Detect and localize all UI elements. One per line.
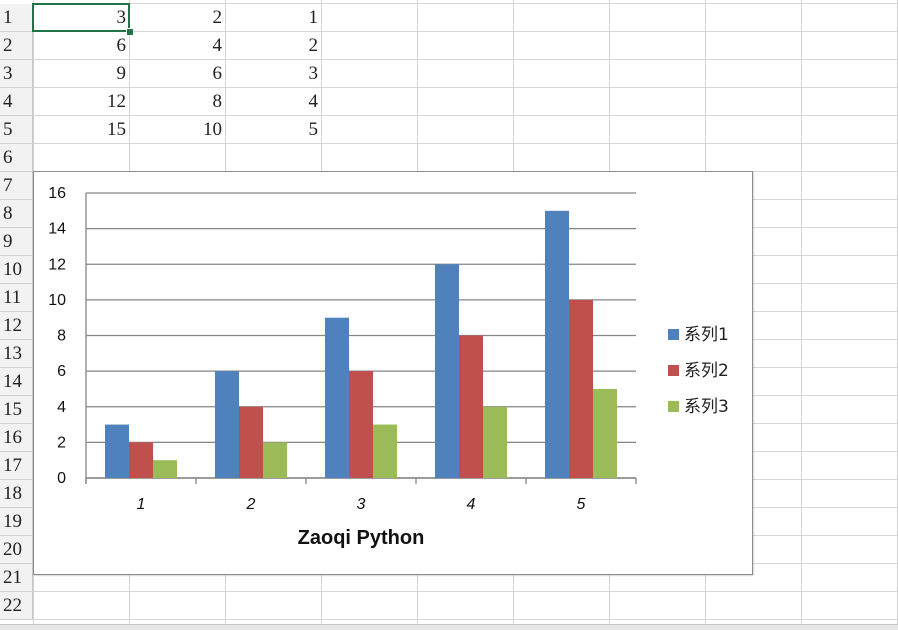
row-gridline <box>33 619 898 620</box>
row-header[interactable]: 13 <box>0 340 33 368</box>
bar-系列3-1 <box>153 460 177 478</box>
row-header[interactable]: 16 <box>0 424 33 452</box>
cell-value[interactable]: 1 <box>308 7 319 28</box>
x-tick-label: 5 <box>577 496 586 513</box>
cell-value[interactable]: 2 <box>212 7 223 28</box>
bar-系列3-3 <box>373 424 397 478</box>
cell-value[interactable]: 8 <box>212 91 223 112</box>
row-header[interactable]: 4 <box>0 88 33 116</box>
cell-value[interactable]: 4 <box>212 35 223 56</box>
y-tick-label: 2 <box>57 434 66 451</box>
row-header[interactable]: 10 <box>0 256 33 284</box>
row-gridline <box>33 143 898 144</box>
row-header[interactable]: 21 <box>0 564 33 592</box>
row-gridline <box>33 87 898 88</box>
bar-系列3-5 <box>593 388 617 478</box>
legend-swatch <box>668 329 679 340</box>
row-header[interactable]: 15 <box>0 396 33 424</box>
bar-系列3-2 <box>263 442 287 478</box>
row-header[interactable]: 3 <box>0 60 33 88</box>
bar-系列1-1 <box>105 424 129 478</box>
legend-label: 系列2 <box>684 361 729 381</box>
row-header[interactable]: 22 <box>0 592 33 620</box>
cell-value[interactable]: 5 <box>308 119 319 140</box>
bar-系列2-4 <box>459 335 483 478</box>
row-gridline <box>33 115 898 116</box>
cell-value[interactable]: 3 <box>116 7 127 28</box>
row-header[interactable]: 18 <box>0 480 33 508</box>
x-tick-label: 3 <box>357 496 366 513</box>
bar-系列2-5 <box>569 299 593 478</box>
fill-handle[interactable] <box>126 28 134 36</box>
bar-系列3-4 <box>483 406 507 478</box>
row-header[interactable]: 11 <box>0 284 33 312</box>
x-tick-label: 2 <box>246 496 256 513</box>
cell-value[interactable]: 2 <box>308 35 319 56</box>
y-tick-label: 14 <box>48 221 66 238</box>
bar-系列2-1 <box>129 442 153 478</box>
x-axis-title: Zaoqi Python <box>298 527 425 549</box>
row-header[interactable]: 1 <box>0 4 33 32</box>
column-gridline <box>801 0 802 629</box>
y-tick-label: 10 <box>48 292 66 309</box>
bar-系列1-2 <box>215 371 239 478</box>
y-tick-label: 12 <box>48 256 66 273</box>
row-header[interactable]: 2 <box>0 32 33 60</box>
row-header[interactable]: 14 <box>0 368 33 396</box>
row-header[interactable]: 5 <box>0 116 33 144</box>
cell-value[interactable]: 4 <box>308 91 319 112</box>
sheet-tab-bar <box>0 624 898 630</box>
y-tick-label: 8 <box>57 328 66 345</box>
legend-label: 系列3 <box>684 397 729 417</box>
row-gridline <box>33 59 898 60</box>
x-tick-label: 4 <box>467 496 476 513</box>
row-header[interactable]: 20 <box>0 536 33 564</box>
bar-系列2-2 <box>239 406 263 478</box>
row-header[interactable]: 19 <box>0 508 33 536</box>
row-header[interactable]: 12 <box>0 312 33 340</box>
row-header[interactable]: 8 <box>0 200 33 228</box>
row-header[interactable]: 17 <box>0 452 33 480</box>
y-tick-label: 4 <box>57 399 66 416</box>
legend-label: 系列1 <box>684 325 729 345</box>
cell-value[interactable]: 6 <box>116 35 127 56</box>
legend-swatch <box>668 401 679 412</box>
bar-系列1-5 <box>545 210 569 478</box>
cell-value[interactable]: 9 <box>116 63 127 84</box>
bar-系列2-3 <box>349 371 373 478</box>
row-header[interactable]: 9 <box>0 228 33 256</box>
cell-value[interactable]: 15 <box>107 119 126 140</box>
cell-value[interactable]: 10 <box>203 119 222 140</box>
cell-value[interactable]: 6 <box>212 63 223 84</box>
row-gridline <box>33 3 898 4</box>
row-gridline <box>33 591 898 592</box>
cell-value[interactable]: 3 <box>308 63 319 84</box>
y-tick-label: 16 <box>48 185 66 202</box>
row-header[interactable]: 7 <box>0 172 33 200</box>
y-tick-label: 0 <box>57 470 66 487</box>
row-header[interactable]: 6 <box>0 144 33 172</box>
legend-swatch <box>668 365 679 376</box>
y-tick-label: 6 <box>57 363 66 380</box>
bar-系列1-4 <box>435 264 459 478</box>
cell-value[interactable]: 12 <box>107 91 126 112</box>
x-tick-label: 1 <box>137 496 146 513</box>
bar-chart[interactable]: 0 2 4 6 8 10 12 14 16 1 2 3 4 5 Zaoqi Python 系列1 系列2 系列3 <box>33 171 753 575</box>
row-gridline <box>33 31 898 32</box>
bar-系列1-3 <box>325 317 349 478</box>
